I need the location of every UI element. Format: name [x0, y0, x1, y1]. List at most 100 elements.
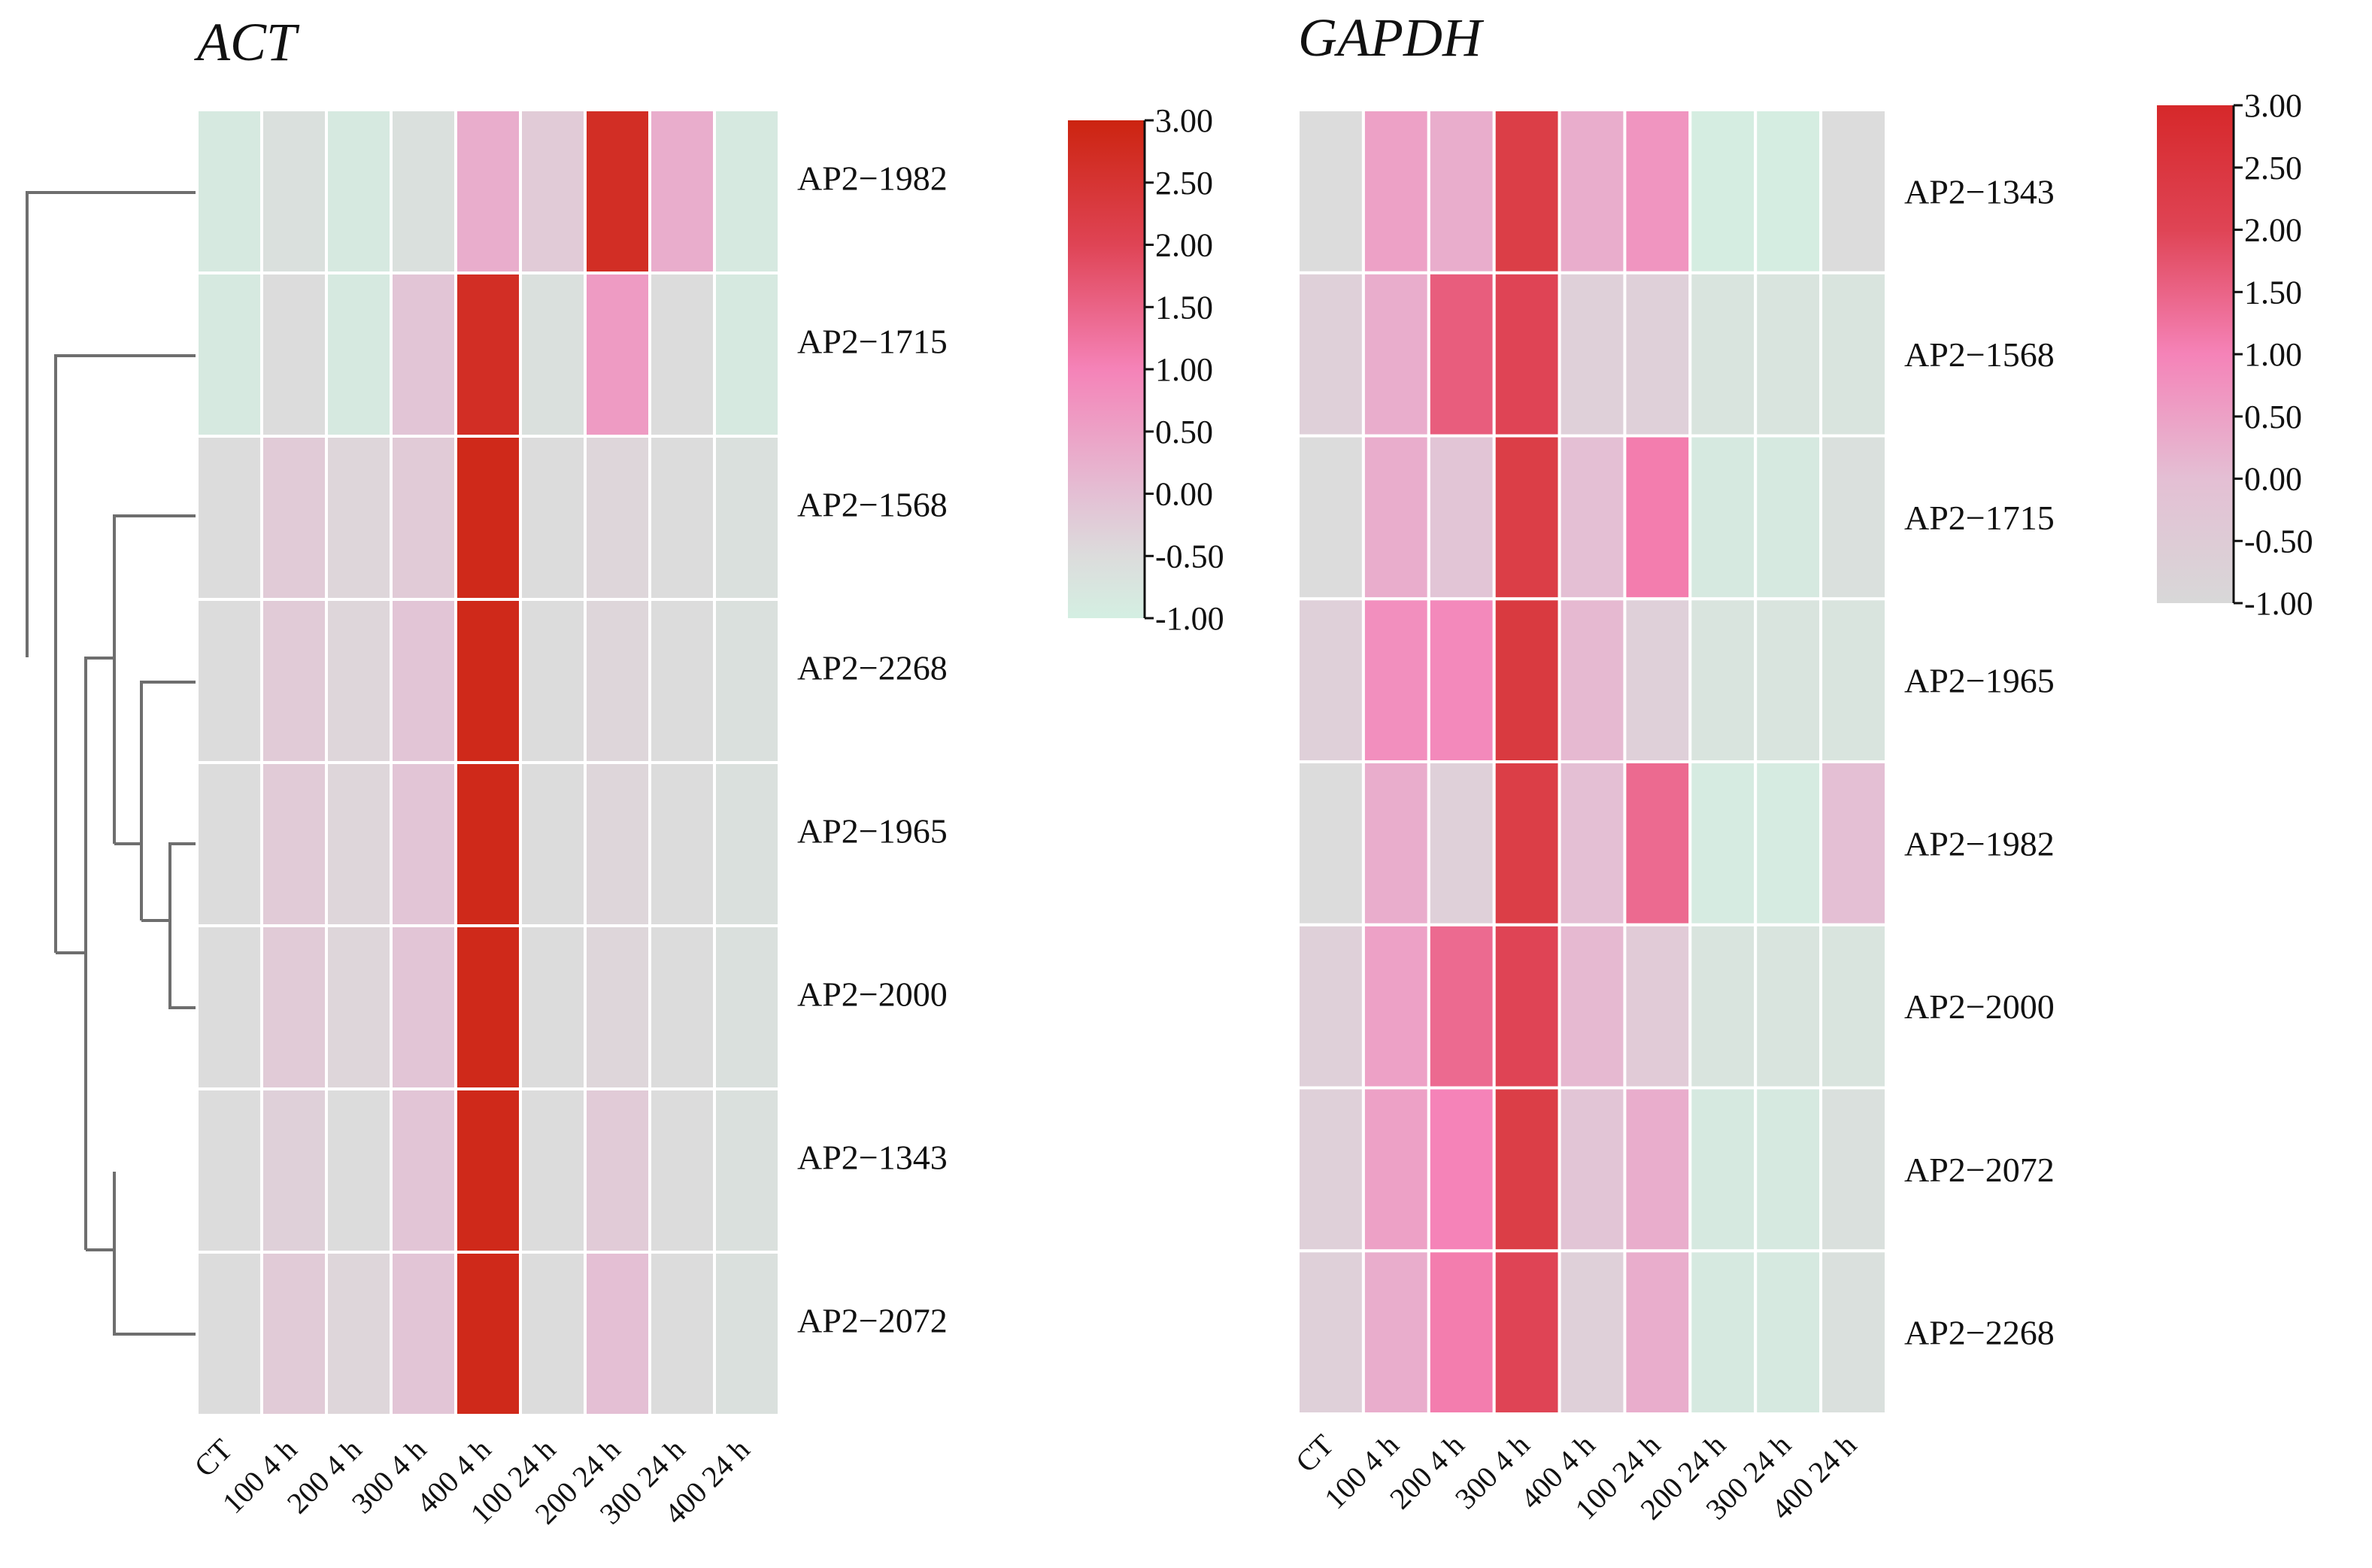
dendro-link: [54, 354, 197, 953]
heatmap-cell: [1754, 760, 1823, 927]
colorbar-tick-label: 1.00: [2244, 336, 2302, 373]
heatmap-cell: [648, 435, 716, 601]
heatmap-cell: [325, 271, 393, 438]
heatmap-cell: [584, 271, 651, 438]
heatmap-cell: [1427, 108, 1496, 274]
row-label: AP2−1715: [797, 323, 948, 361]
column-label: 300 4 h: [1448, 1428, 1536, 1516]
heatmap-cell: [584, 108, 651, 274]
heatmap-cell: [454, 271, 522, 438]
colorbar-tick-label: 0.00: [2244, 461, 2302, 498]
dendro-link: [114, 681, 197, 845]
heatmap-cell: [713, 924, 781, 1090]
heatmap-cell: [584, 1087, 651, 1254]
heatmap-cell: [390, 924, 457, 1090]
heatmap-cell: [1754, 923, 1823, 1090]
heatmap-cell: [1688, 108, 1758, 274]
heatmap-cell: [519, 924, 587, 1090]
heatmap-cell: [1688, 1249, 1758, 1416]
heatmap-cell: [584, 761, 651, 927]
act-row-labels: AP2−1982 AP2−1715 AP2−1568 AP2−2268 AP2−1965…: [797, 159, 948, 1340]
heatmap-cell: [325, 1251, 393, 1417]
heatmap-cell: [1819, 108, 1888, 274]
heatmap-cell: [1361, 597, 1430, 764]
heatmap-cell: [713, 271, 781, 438]
colorbar-tick-label: 2.50: [1155, 165, 1213, 202]
heatmap-cell: [1297, 271, 1365, 438]
colorbar-tick-label: 3.00: [2244, 87, 2302, 124]
gapdh-panel: GAPDH AP2−1343AP2−1568AP2−1715AP2−1965AP…: [1289, 8, 2313, 1526]
act-colorbar: 3.00 2.50 2.00 1.50 1.00 0.50 0.00 -0.50 -1.00: [1068, 102, 1224, 637]
heatmap-cell: [713, 435, 781, 601]
gapdh-colorbar-gradient: [2157, 105, 2234, 603]
heatmap-cell: [1819, 434, 1888, 601]
heatmap-cell: [1688, 1086, 1758, 1253]
column-label: CT: [1289, 1428, 1340, 1479]
row-label: AP2−1982: [797, 159, 948, 198]
heatmap-cell: [325, 435, 393, 601]
act-heatmap-cells: [196, 108, 781, 1417]
heatmap-cell: [1558, 760, 1627, 927]
heatmap-cell: [519, 108, 587, 274]
heatmap-cell: [648, 598, 716, 764]
heatmap-cell: [1819, 1249, 1888, 1416]
heatmap-cell: [713, 761, 781, 927]
heatmap-cell: [519, 271, 587, 438]
gapdh-row-labels: AP2−1343 AP2−1568 AP2−1715 AP2−1965 AP2−1982…: [1904, 172, 2055, 1351]
heatmap-cell: [1558, 108, 1627, 274]
heatmap-cell: [1427, 1249, 1496, 1416]
colorbar-tick-label: 3.00: [1155, 102, 1213, 139]
heatmap-cell: [1297, 923, 1365, 1090]
column-label: 100 4 h: [1318, 1428, 1406, 1516]
dendro-link: [84, 657, 114, 1250]
heatmap-cell: [260, 1087, 328, 1254]
heatmap-cell: [1492, 1249, 1561, 1416]
row-label: AP2−1343: [1904, 172, 2055, 211]
heatmap-cell: [1297, 1249, 1365, 1416]
heatmap-cell: [196, 1251, 263, 1417]
act-panel: ACT AP2−1982AP2−1715AP2−1568AP2−2268AP2−…: [26, 12, 1224, 1531]
heatmap-cell: [648, 761, 716, 927]
heatmap-cell: [713, 108, 781, 274]
heatmap-cell: [1427, 760, 1496, 927]
heatmap-cell: [584, 435, 651, 601]
colorbar-tick-label: 1.00: [1155, 351, 1213, 388]
heatmap-cell: [1492, 597, 1561, 764]
colorbar-tick-label: -0.50: [2244, 523, 2313, 560]
heatmap-cell: [325, 108, 393, 274]
heatmap-cell: [196, 435, 263, 601]
colorbar-tick-label: -1.00: [2244, 585, 2313, 622]
heatmap-cell: [454, 598, 522, 764]
heatmap-cell: [1558, 1086, 1627, 1253]
heatmap-cell: [1297, 108, 1365, 274]
heatmap-cell: [454, 435, 522, 601]
row-label: AP2−2072: [1904, 1151, 2055, 1189]
heatmap-cell: [1558, 434, 1627, 601]
heatmap-cell: [1361, 108, 1430, 274]
heatmap-cell: [1688, 271, 1758, 438]
heatmap-cell: [519, 1087, 587, 1254]
colorbar-tick-label: 2.00: [2244, 212, 2302, 249]
heatmap-cell: [196, 598, 263, 764]
heatmap-cell: [196, 761, 263, 927]
heatmap-cell: [1558, 923, 1627, 1090]
row-label: AP2−1568: [797, 486, 948, 524]
heatmap-cell: [1623, 108, 1692, 274]
heatmap-cell: [519, 598, 587, 764]
dendro-link: [113, 1172, 197, 1336]
gapdh-colorbar-ticks: 3.00 2.50 2.00 1.50 1.00 0.50 0.00 -0.50 -1.00: [2232, 87, 2313, 622]
column-label: CT: [187, 1433, 238, 1484]
heatmap-cell: [1361, 1086, 1430, 1253]
act-row-dendrogram: [26, 191, 197, 1336]
heatmap-cell: [196, 271, 263, 438]
colorbar-tick-label: 0.50: [2244, 399, 2302, 435]
heatmap-cell: [519, 761, 587, 927]
heatmap-cell: [1754, 434, 1823, 601]
heatmap-cell: [1819, 923, 1888, 1090]
heatmap-cell: [648, 108, 716, 274]
heatmap-cell: [1361, 760, 1430, 927]
heatmap-cell: [1297, 597, 1365, 764]
row-label: AP2−1343: [797, 1139, 948, 1177]
